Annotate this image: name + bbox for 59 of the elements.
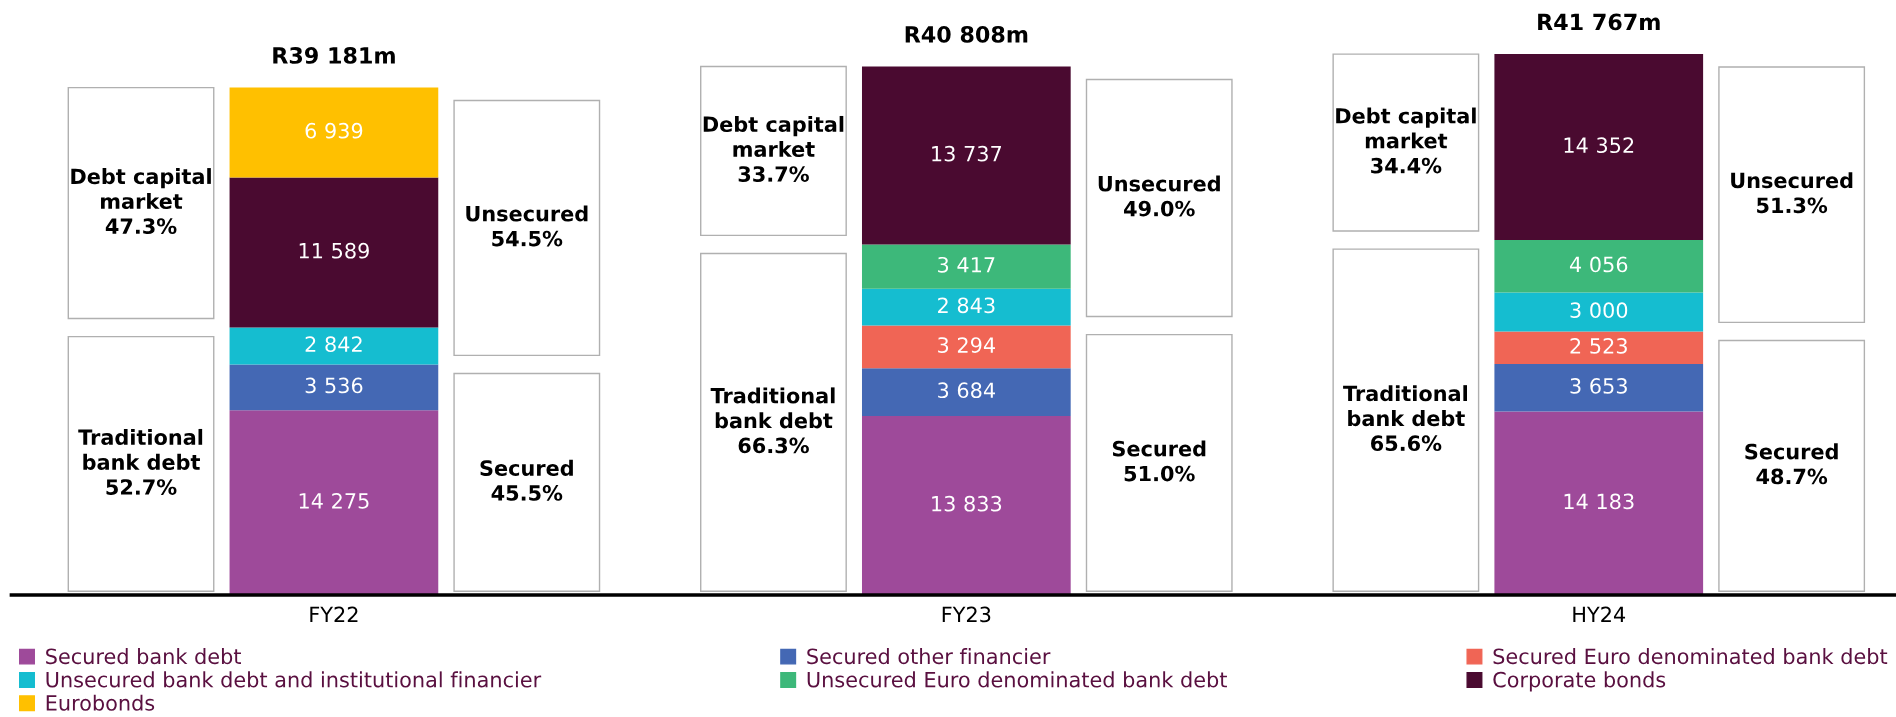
- legend-label: Secured Euro denominated bank debt: [1493, 648, 1888, 665]
- bar: [861, 368, 1071, 416]
- data-label: 2 843: [938, 297, 995, 314]
- bar: [229, 364, 439, 411]
- annotation: Debt capital market 47.3%: [71, 168, 211, 235]
- data-label: 3 417: [938, 256, 995, 273]
- bar: [861, 288, 1071, 326]
- legend-label: Eurobonds: [46, 694, 155, 711]
- annotation: Unsecured 51.3%: [1731, 172, 1853, 214]
- data-label: 2 842: [305, 336, 362, 353]
- data-label: 3 000: [1570, 302, 1628, 319]
- annotation: Secured 45.5%: [480, 459, 573, 501]
- annotation: Unsecured 49.0%: [1098, 175, 1220, 217]
- data-label: 11 589: [299, 242, 369, 259]
- total-label: R41 767m: [1538, 13, 1660, 31]
- data-label: 6 939: [305, 122, 363, 139]
- x-tick-label: FY22: [310, 606, 358, 623]
- bar: [229, 177, 439, 328]
- bar: [229, 87, 439, 178]
- annotation: Secured 51.0%: [1112, 440, 1206, 482]
- data-label: 3 294: [938, 337, 995, 353]
- x-tick-label: FY23: [942, 606, 991, 623]
- bar: [229, 327, 439, 365]
- bar: [1494, 240, 1704, 293]
- bar: [1494, 411, 1704, 596]
- legend-label: Unsecured bank debt and institutional financier: [46, 671, 542, 688]
- bar: [229, 410, 439, 596]
- data-label: 3 536: [305, 377, 363, 394]
- data-label: 13 833: [932, 495, 1002, 512]
- bar: [861, 325, 1071, 369]
- bar: [1494, 364, 1704, 412]
- bar: [1494, 54, 1704, 240]
- data-label: 3 684: [938, 382, 995, 399]
- data-label: 4 056: [1569, 256, 1628, 273]
- bar: [1494, 331, 1704, 365]
- legend-label: Secured bank debt: [46, 648, 241, 665]
- annotation: Unsecured 54.5%: [466, 205, 588, 247]
- x-tick-label: HY24: [1573, 606, 1626, 623]
- annotation: Debt capital market 34.4%: [1336, 107, 1476, 174]
- annotation: Traditional bank debt 66.3%: [710, 387, 835, 454]
- bar: [861, 244, 1071, 289]
- bar: [861, 415, 1071, 596]
- data-label: 14 352: [1564, 137, 1634, 154]
- data-label: 13 737: [932, 145, 1001, 162]
- bar: [861, 66, 1071, 245]
- annotation: Debt capital market 33.7%: [703, 115, 844, 182]
- legend-label: Secured other financier: [807, 648, 1051, 665]
- legend-label: Unsecured Euro denominated bank debt: [807, 671, 1227, 688]
- data-label: 3 653: [1570, 378, 1627, 394]
- annotation: Traditional bank debt 52.7%: [78, 428, 203, 495]
- data-label: 14 275: [299, 492, 369, 509]
- bar: [1494, 292, 1704, 332]
- data-label: 2 523: [1570, 338, 1627, 354]
- legend-label: Corporate bonds: [1493, 671, 1666, 692]
- annotation: Secured 48.7%: [1745, 443, 1838, 485]
- total-label: R39 181m: [273, 47, 395, 64]
- total-label: R40 808m: [905, 25, 1028, 43]
- annotation: Traditional bank debt 65.6%: [1343, 385, 1467, 452]
- data-label: 14 183: [1564, 493, 1634, 510]
